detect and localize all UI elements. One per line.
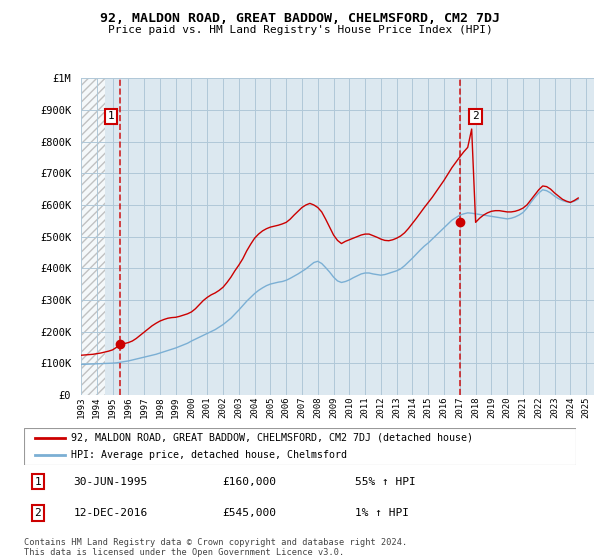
Text: HPI: Average price, detached house, Chelmsford: HPI: Average price, detached house, Chel…	[71, 450, 347, 460]
Text: 2014: 2014	[408, 396, 417, 418]
Text: 2007: 2007	[298, 396, 307, 418]
Text: 2020: 2020	[503, 396, 512, 418]
Text: 2022: 2022	[534, 396, 543, 418]
Text: £160,000: £160,000	[223, 477, 277, 487]
Text: 1993: 1993	[77, 396, 86, 418]
Text: 2016: 2016	[440, 396, 449, 418]
Text: 1995: 1995	[108, 396, 117, 418]
Text: 2001: 2001	[203, 396, 212, 418]
Text: Contains HM Land Registry data © Crown copyright and database right 2024.
This d: Contains HM Land Registry data © Crown c…	[24, 538, 407, 557]
Text: 1% ↑ HPI: 1% ↑ HPI	[355, 508, 409, 518]
Text: 2021: 2021	[518, 396, 527, 418]
Text: 2018: 2018	[471, 396, 480, 418]
Text: Price paid vs. HM Land Registry's House Price Index (HPI): Price paid vs. HM Land Registry's House …	[107, 25, 493, 35]
Text: 2006: 2006	[282, 396, 291, 418]
Text: 12-DEC-2016: 12-DEC-2016	[74, 508, 148, 518]
Text: £545,000: £545,000	[223, 508, 277, 518]
Text: 2: 2	[34, 508, 41, 518]
Text: 2: 2	[472, 111, 479, 122]
Text: 2004: 2004	[250, 396, 259, 418]
Text: 1: 1	[34, 477, 41, 487]
Text: 92, MALDON ROAD, GREAT BADDOW, CHELMSFORD, CM2 7DJ: 92, MALDON ROAD, GREAT BADDOW, CHELMSFOR…	[100, 12, 500, 25]
Text: 2009: 2009	[329, 396, 338, 418]
Text: 1999: 1999	[171, 396, 180, 418]
Text: 1998: 1998	[155, 396, 164, 418]
Text: 55% ↑ HPI: 55% ↑ HPI	[355, 477, 416, 487]
Text: 1994: 1994	[92, 396, 101, 418]
Text: 2025: 2025	[581, 396, 590, 418]
Text: 2017: 2017	[455, 396, 464, 418]
Text: 2012: 2012	[376, 396, 385, 418]
Text: 2015: 2015	[424, 396, 433, 418]
Text: 2000: 2000	[187, 396, 196, 418]
Text: 2002: 2002	[218, 396, 227, 418]
Text: 2019: 2019	[487, 396, 496, 418]
Text: 2010: 2010	[345, 396, 354, 418]
FancyBboxPatch shape	[24, 428, 576, 465]
Text: 1997: 1997	[140, 396, 149, 418]
Text: 2013: 2013	[392, 396, 401, 418]
Text: 2011: 2011	[361, 396, 370, 418]
Text: 2005: 2005	[266, 396, 275, 418]
Text: 92, MALDON ROAD, GREAT BADDOW, CHELMSFORD, CM2 7DJ (detached house): 92, MALDON ROAD, GREAT BADDOW, CHELMSFOR…	[71, 433, 473, 443]
Text: 2023: 2023	[550, 396, 559, 418]
Text: 2024: 2024	[566, 396, 575, 418]
Bar	[81, 78, 104, 395]
Text: 1996: 1996	[124, 396, 133, 418]
Text: 2008: 2008	[313, 396, 322, 418]
Text: 1: 1	[107, 111, 115, 122]
Text: 2003: 2003	[235, 396, 244, 418]
Text: 30-JUN-1995: 30-JUN-1995	[74, 477, 148, 487]
